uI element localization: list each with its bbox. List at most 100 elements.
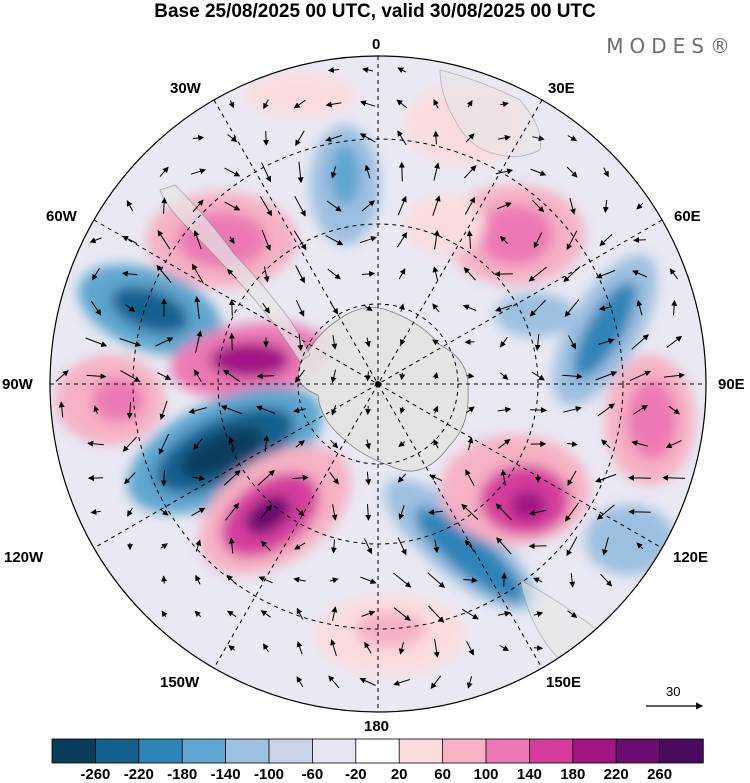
wind-vector	[228, 299, 235, 316]
wind-vector	[671, 299, 678, 316]
anomaly-field	[55, 73, 695, 675]
wind-vector	[161, 610, 168, 618]
wind-vector	[463, 165, 477, 179]
wind-vector	[193, 438, 203, 451]
reference-vector-label: 30	[666, 684, 681, 699]
wind-vector	[330, 577, 339, 584]
wind-vector	[365, 504, 372, 521]
wind-vector	[220, 405, 243, 415]
wind-vector	[294, 542, 306, 550]
wind-vector	[330, 539, 337, 554]
wind-vector	[393, 679, 410, 686]
wind-vector	[260, 610, 271, 618]
wind-vector	[191, 507, 206, 517]
wind-vector	[359, 100, 376, 107]
wind-vector	[433, 229, 440, 250]
wind-vector	[398, 303, 405, 312]
wind-vector	[466, 230, 473, 249]
wind-vector	[601, 439, 611, 449]
wind-vector	[532, 200, 545, 213]
wind-vector	[125, 304, 136, 313]
wind-vector	[399, 406, 406, 415]
colorbar-tick-label: -20	[344, 766, 367, 783]
wind-vector	[263, 266, 270, 283]
page-title: Base 25/08/2025 00 UTC, valid 30/08/2025…	[154, 1, 596, 22]
colorbar-tick-label: -220	[123, 766, 154, 783]
wind-vector	[124, 472, 136, 485]
wind-vector	[91, 268, 100, 281]
wind-vector	[393, 572, 412, 588]
wind-vector	[433, 439, 439, 449]
wind-vector	[631, 440, 648, 447]
wind-vector	[227, 610, 237, 618]
colorbar-tick-label: 260	[647, 766, 673, 783]
colorbar-tick-label: -260	[80, 766, 111, 783]
wind-vector	[532, 577, 543, 583]
lon-label-90e: 90E	[718, 376, 745, 393]
wind-vector	[432, 130, 439, 145]
wind-vector	[223, 369, 241, 383]
wind-vector	[428, 605, 445, 623]
wind-vector	[462, 304, 477, 311]
colorbar	[51, 738, 704, 764]
colorbar-swatch	[442, 738, 487, 764]
wind-vector	[595, 269, 616, 279]
wind-vector	[155, 337, 174, 347]
wind-vector	[568, 335, 576, 350]
wind-vector	[55, 370, 69, 382]
wind-vector	[663, 372, 685, 379]
wind-vector	[499, 645, 510, 652]
wind-vector	[293, 407, 306, 414]
wind-vector	[400, 339, 406, 346]
wind-vector	[432, 339, 440, 346]
wind-vector	[157, 372, 172, 380]
south-america-outline	[159, 184, 311, 363]
map-border	[49, 55, 707, 713]
wind-vector	[628, 508, 651, 515]
wind-vector	[361, 200, 375, 212]
colorbar-tick-label: -60	[301, 766, 324, 783]
wind-vector	[325, 134, 342, 142]
wind-vector	[330, 369, 337, 384]
wind-vector	[396, 99, 408, 109]
wind-vector	[669, 268, 679, 280]
wind-vector	[256, 405, 276, 414]
colorbar-tick-label: -100	[253, 766, 285, 783]
wind-vector	[665, 440, 682, 449]
wind-vector	[328, 675, 340, 689]
wind-vector	[361, 610, 376, 617]
wind-vector	[397, 473, 406, 483]
wind-vector	[497, 406, 512, 413]
wind-vector	[361, 270, 376, 277]
wind-vector	[501, 572, 508, 587]
wind-vector	[398, 440, 406, 448]
lon-label-60e: 60E	[674, 208, 701, 225]
wind-vector	[295, 130, 305, 147]
wind-vector	[566, 230, 578, 251]
wind-vector	[628, 474, 652, 481]
wind-vector	[466, 99, 473, 108]
colorbar-swatch	[572, 738, 617, 764]
wind-vector	[224, 167, 241, 177]
wind-vector	[534, 334, 541, 351]
colorbar-swatch	[225, 738, 270, 764]
wind-vector	[563, 266, 581, 283]
wind-vector	[465, 469, 475, 487]
wind-vector	[122, 235, 138, 245]
colorbar-swatch	[138, 738, 183, 764]
wind-vector	[225, 502, 240, 521]
lon-label-180: 180	[364, 718, 390, 735]
wind-vector	[569, 573, 576, 588]
wind-vector	[429, 474, 443, 482]
wind-vector	[463, 577, 478, 584]
wind-vector	[192, 134, 205, 141]
wind-vector	[223, 470, 241, 486]
wind-vector	[461, 503, 479, 520]
wind-vector	[257, 469, 275, 486]
wind-vector	[636, 542, 644, 550]
wind-vector	[496, 537, 512, 555]
wind-vector	[595, 371, 618, 381]
wind-vector	[662, 474, 686, 481]
wind-vector	[119, 338, 142, 347]
wind-vector	[360, 576, 377, 584]
